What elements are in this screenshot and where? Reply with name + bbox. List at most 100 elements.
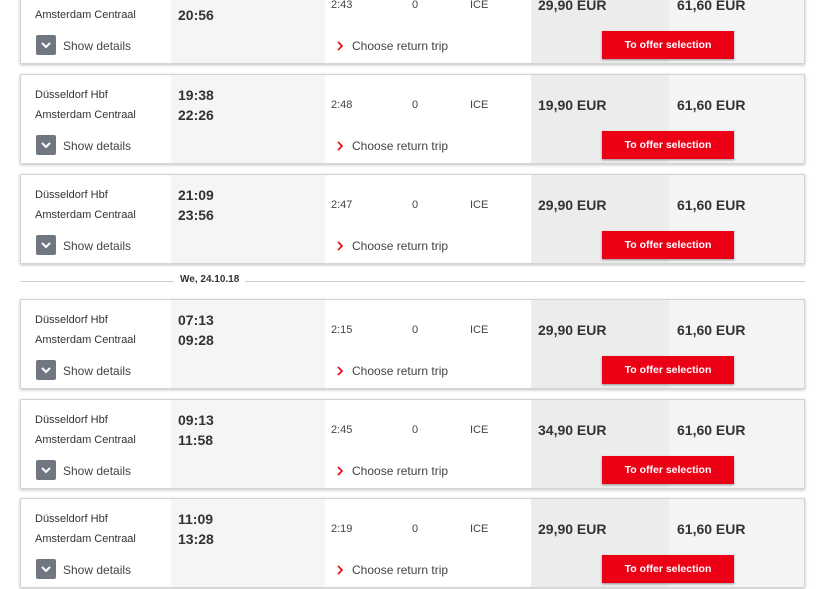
train-type: ICE xyxy=(470,0,489,11)
offer-button[interactable]: To offer selection xyxy=(602,131,734,159)
duration: 2:48 xyxy=(331,99,353,111)
details-icon[interactable] xyxy=(36,235,56,255)
arrival-station: Amsterdam Centraal xyxy=(35,109,136,121)
duration: 2:47 xyxy=(331,199,353,211)
flex-price: 61,60 EUR xyxy=(677,197,746,213)
times-column xyxy=(171,300,325,388)
departure-station: Düsseldorf Hbf xyxy=(35,189,108,201)
chevron-down xyxy=(41,242,51,249)
arrival-station: Amsterdam Centraal xyxy=(35,434,136,446)
changes: 0 xyxy=(412,424,419,436)
price: 34,90 EUR xyxy=(538,422,607,438)
flex-price: 61,60 EUR xyxy=(677,0,746,13)
price: 29,90 EUR xyxy=(538,0,607,13)
offer-button[interactable]: To offer selection xyxy=(602,231,734,259)
choose-return-trip[interactable]: Choose return trip xyxy=(352,464,449,478)
details-icon[interactable] xyxy=(36,135,56,155)
duration: 2:19 xyxy=(331,523,353,535)
flex-price: 61,60 EUR xyxy=(677,422,746,438)
show-details[interactable]: Show details xyxy=(63,563,132,577)
arrival-time: 20:56 xyxy=(178,7,214,23)
price: 29,90 EUR xyxy=(538,322,607,338)
details-icon[interactable] xyxy=(36,460,56,480)
flex-price: 61,60 EUR xyxy=(677,521,746,537)
connection-card: Düsseldorf Hbf Amsterdam Centraal 21:09 23:… xyxy=(20,174,805,264)
train-type: ICE xyxy=(470,523,489,535)
flex-price: 61,60 EUR xyxy=(677,322,746,338)
duration: 2:43 xyxy=(331,0,353,11)
duration: 2:15 xyxy=(331,324,353,336)
choose-return-trip[interactable]: Choose return trip xyxy=(352,364,449,378)
offer-button[interactable]: To offer selection xyxy=(602,555,734,583)
departure-time: 07:13 xyxy=(178,312,214,328)
connection-card: Düsseldorf Hbf Amsterdam Centraal 11:09 13:… xyxy=(20,498,805,588)
chevron-icon xyxy=(337,466,344,476)
times-column xyxy=(171,175,325,263)
chevron-down xyxy=(41,566,51,573)
changes: 0 xyxy=(412,324,419,336)
changes: 0 xyxy=(412,523,419,535)
details-icon[interactable] xyxy=(36,35,56,55)
date-separator-line xyxy=(20,281,805,282)
train-type: ICE xyxy=(470,324,489,336)
departure-time: 09:13 xyxy=(178,412,214,428)
show-details[interactable]: Show details xyxy=(63,139,132,153)
date-separator: We, 24.10.18 xyxy=(174,274,246,285)
chevron-right xyxy=(335,39,345,57)
times-column xyxy=(171,75,325,163)
arrival-station: Amsterdam Centraal xyxy=(35,533,136,545)
price: 29,90 EUR xyxy=(538,197,607,213)
chevron-right xyxy=(335,464,345,482)
connection-card: Düsseldorf Hbf Amsterdam Centraal 07:13 09:… xyxy=(20,299,805,389)
price: 19,90 EUR xyxy=(538,97,607,113)
details-icon[interactable] xyxy=(36,559,56,579)
arrival-time: 22:26 xyxy=(178,107,214,123)
show-details[interactable]: Show details xyxy=(63,39,132,53)
choose-return-trip[interactable]: Choose return trip xyxy=(352,39,449,53)
offer-button[interactable]: To offer selection xyxy=(602,456,734,484)
arrival-station: Amsterdam Centraal xyxy=(35,9,136,21)
train-type: ICE xyxy=(470,424,489,436)
details-icon[interactable] xyxy=(36,360,56,380)
offer-button[interactable]: To offer selection xyxy=(602,356,734,384)
choose-return-trip[interactable]: Choose return trip xyxy=(352,563,449,577)
chevron-icon xyxy=(337,241,344,251)
duration: 2:45 xyxy=(331,424,353,436)
times-column xyxy=(171,499,325,587)
offer-button[interactable]: To offer selection xyxy=(602,31,734,59)
price: 29,90 EUR xyxy=(538,521,607,537)
changes: 0 xyxy=(412,0,419,11)
connection-card: Düsseldorf Hbf Amsterdam Centraal 09:13 11:… xyxy=(20,399,805,489)
connection-card: Düsseldorf Hbf Amsterdam Centraal 19:38 22:… xyxy=(20,74,805,164)
changes: 0 xyxy=(412,99,419,111)
arrival-time: 23:56 xyxy=(178,207,214,223)
arrival-station: Amsterdam Centraal xyxy=(35,334,136,346)
departure-station: Düsseldorf Hbf xyxy=(35,89,108,101)
departure-time: 11:09 xyxy=(178,511,214,527)
show-details[interactable]: Show details xyxy=(63,464,132,478)
times-column xyxy=(171,400,325,488)
choose-return-trip[interactable]: Choose return trip xyxy=(352,239,449,253)
chevron-right xyxy=(335,239,345,257)
choose-return-trip[interactable]: Choose return trip xyxy=(352,139,449,153)
chevron-icon xyxy=(337,141,344,151)
chevron-down xyxy=(41,367,51,374)
chevron-right xyxy=(335,139,345,157)
train-type: ICE xyxy=(470,99,489,111)
arrival-time: 13:28 xyxy=(178,531,214,547)
departure-station: Düsseldorf Hbf xyxy=(35,513,108,525)
show-details[interactable]: Show details xyxy=(63,239,132,253)
chevron-down xyxy=(41,42,51,49)
times-column xyxy=(171,0,325,63)
arrival-station: Amsterdam Centraal xyxy=(35,209,136,221)
arrival-time: 09:28 xyxy=(178,332,214,348)
chevron-icon xyxy=(337,565,344,575)
departure-time: 19:38 xyxy=(178,87,214,103)
connection-card: Amsterdam Centraal 20:56 2:43 0 ICE 29,90 EUR… xyxy=(20,0,805,64)
departure-station: Düsseldorf Hbf xyxy=(35,414,108,426)
chevron-down xyxy=(41,467,51,474)
show-details[interactable]: Show details xyxy=(63,364,132,378)
chevron-right xyxy=(335,364,345,382)
flex-price: 61,60 EUR xyxy=(677,97,746,113)
